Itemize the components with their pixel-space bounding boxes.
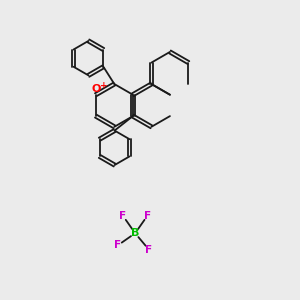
Text: F: F: [119, 211, 126, 221]
Text: F: F: [114, 241, 121, 250]
Text: B: B: [131, 228, 139, 238]
Text: +: +: [100, 81, 108, 90]
Text: F: F: [145, 244, 152, 255]
Text: F: F: [144, 211, 151, 221]
Text: O: O: [91, 84, 101, 94]
